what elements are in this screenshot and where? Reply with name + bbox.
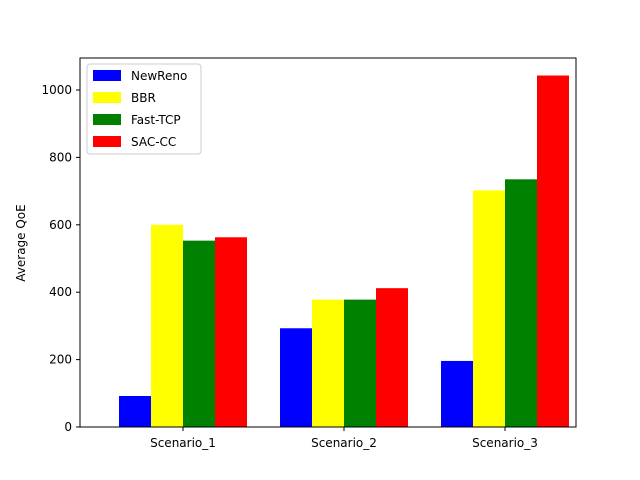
x-tick-label: Scenario_2: [311, 436, 377, 450]
legend-box: [86, 63, 202, 155]
bar-sac-cc-scenario-2: [376, 288, 408, 427]
y-tick-label: 1000: [41, 83, 72, 97]
y-tick-label: 800: [49, 150, 72, 164]
bar-fast-tcp-scenario-2: [344, 299, 376, 427]
x-tick-label: Scenario_1: [150, 436, 216, 450]
x-tick-label: Scenario_3: [472, 436, 538, 450]
bar-sac-cc-scenario-1: [215, 237, 247, 427]
bar-newreno-scenario-3: [441, 360, 473, 427]
legend-label-sac-cc: SAC-CC: [131, 135, 176, 149]
plot-frame: [79, 57, 577, 428]
bar-fast-tcp-scenario-1: [183, 240, 215, 427]
bars-layer: [119, 75, 569, 427]
bar-newreno-scenario-2: [280, 328, 312, 427]
bar-bbr-scenario-2: [312, 299, 344, 427]
legend: NewReno BBR Fast-TCP SAC-CC: [86, 63, 202, 155]
bar-fast-tcp-scenario-3: [505, 179, 537, 427]
bar-bbr-scenario-3: [473, 190, 505, 427]
y-tick-label: 0: [64, 420, 72, 434]
y-tick-label: 400: [49, 285, 72, 299]
legend-swatch-newreno: [93, 70, 121, 81]
legend-label-newreno: NewReno: [131, 69, 187, 83]
bar-sac-cc-scenario-3: [537, 75, 569, 427]
legend-swatch-fast-tcp: [93, 114, 121, 125]
axes-layer: 0 200 400 600 800 1000 Scenario_1 Scenario_2 Sce…: [41, 57, 577, 450]
y-tick-label: 200: [49, 353, 72, 367]
legend-swatch-bbr: [93, 92, 121, 103]
y-axis-label: Average QoE: [14, 204, 28, 281]
legend-label-bbr: BBR: [131, 91, 156, 105]
y-tick-label: 600: [49, 218, 72, 232]
legend-label-fast-tcp: Fast-TCP: [131, 113, 181, 127]
bar-bbr-scenario-1: [151, 224, 183, 427]
bar-newreno-scenario-1: [119, 395, 151, 427]
legend-swatch-sac-cc: [93, 136, 121, 147]
